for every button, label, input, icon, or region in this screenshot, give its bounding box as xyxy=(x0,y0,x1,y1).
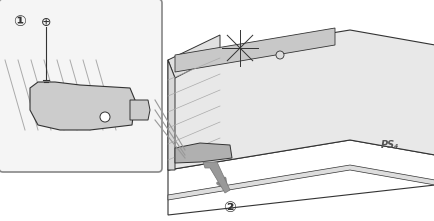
Polygon shape xyxy=(168,30,434,170)
Polygon shape xyxy=(30,82,135,130)
Polygon shape xyxy=(168,60,174,170)
Circle shape xyxy=(100,112,110,122)
Text: ②: ② xyxy=(223,200,236,215)
Circle shape xyxy=(275,51,283,59)
Polygon shape xyxy=(174,143,231,163)
Polygon shape xyxy=(168,35,220,78)
Text: ⊕: ⊕ xyxy=(41,15,51,29)
Text: ①: ① xyxy=(13,15,26,29)
Polygon shape xyxy=(174,28,334,72)
FancyBboxPatch shape xyxy=(0,0,161,172)
Polygon shape xyxy=(130,100,150,120)
Polygon shape xyxy=(168,165,434,200)
Text: PS₄: PS₄ xyxy=(380,140,398,150)
Polygon shape xyxy=(168,140,434,215)
Polygon shape xyxy=(203,162,230,193)
